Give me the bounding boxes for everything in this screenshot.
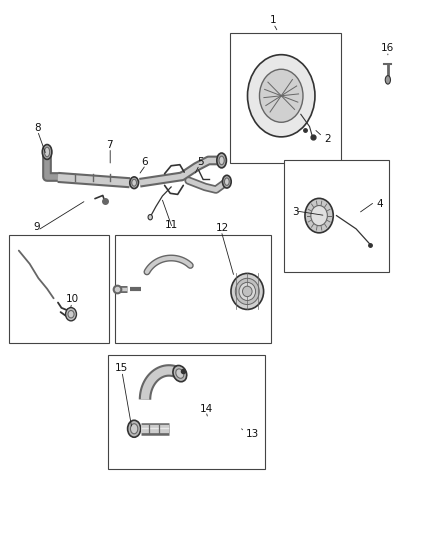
Ellipse shape xyxy=(45,147,49,157)
Text: 6: 6 xyxy=(142,157,148,166)
Bar xyxy=(9,235,110,343)
Ellipse shape xyxy=(217,153,226,168)
Text: 16: 16 xyxy=(381,43,395,53)
Ellipse shape xyxy=(247,55,315,137)
Ellipse shape xyxy=(235,278,259,304)
Text: 13: 13 xyxy=(246,429,259,439)
Text: 3: 3 xyxy=(292,207,299,217)
Bar xyxy=(230,33,341,163)
Text: 1: 1 xyxy=(270,15,277,25)
Bar xyxy=(108,355,265,469)
Ellipse shape xyxy=(66,308,77,321)
Text: 5: 5 xyxy=(198,157,204,166)
Bar xyxy=(115,235,271,343)
Text: 8: 8 xyxy=(34,123,40,133)
Ellipse shape xyxy=(148,215,152,220)
Ellipse shape xyxy=(231,273,264,310)
Ellipse shape xyxy=(239,282,255,301)
Ellipse shape xyxy=(131,424,138,434)
Ellipse shape xyxy=(68,311,74,318)
Text: 7: 7 xyxy=(106,140,113,150)
Bar xyxy=(284,160,389,272)
Ellipse shape xyxy=(223,175,231,188)
Ellipse shape xyxy=(132,179,137,186)
Ellipse shape xyxy=(259,69,303,122)
Text: 14: 14 xyxy=(200,403,213,414)
Ellipse shape xyxy=(173,366,187,382)
Ellipse shape xyxy=(130,177,138,189)
Ellipse shape xyxy=(219,156,224,165)
Ellipse shape xyxy=(305,198,333,233)
Ellipse shape xyxy=(127,420,141,437)
Ellipse shape xyxy=(243,286,252,297)
Text: 9: 9 xyxy=(34,222,40,232)
Ellipse shape xyxy=(224,178,229,185)
Text: 11: 11 xyxy=(165,220,178,230)
Ellipse shape xyxy=(176,369,184,378)
Ellipse shape xyxy=(311,206,327,225)
Ellipse shape xyxy=(42,144,52,159)
Text: 15: 15 xyxy=(114,364,128,373)
Text: 4: 4 xyxy=(377,199,383,209)
Text: 12: 12 xyxy=(216,223,229,233)
Text: 2: 2 xyxy=(324,134,331,144)
Text: 10: 10 xyxy=(65,294,78,304)
Ellipse shape xyxy=(385,76,391,84)
